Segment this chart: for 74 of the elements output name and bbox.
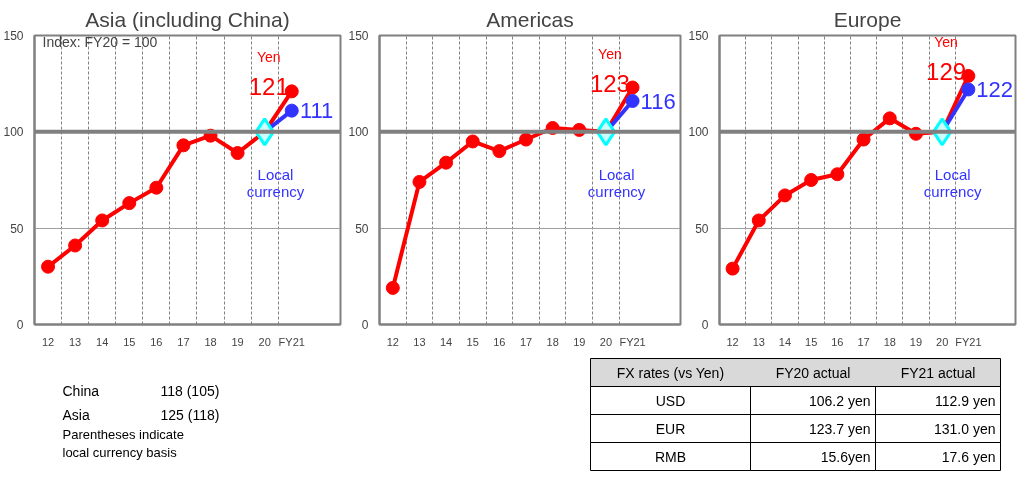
x-tick-label: 15 [805, 335, 818, 348]
series-label: Yen [598, 45, 622, 62]
series-label: Yen [934, 33, 958, 50]
data-label: 116 [640, 88, 676, 114]
data-label: 111 [299, 98, 334, 124]
y-tick-label: 0 [361, 318, 369, 332]
x-tick-label: FY21 [619, 335, 646, 348]
x-tick-label: 18 [204, 335, 217, 348]
text: 131.0 yen [934, 420, 996, 437]
x-tick-label: 12 [726, 335, 739, 348]
text: FX rates (vs Yen) [616, 364, 725, 381]
text: 15.6yen [820, 448, 871, 465]
x-tick-label: 14 [778, 335, 792, 348]
text: Local currency [923, 165, 982, 200]
text: 118 (105) [160, 382, 220, 399]
category-label: RMB [654, 448, 687, 465]
x-tick-label: 16 [831, 335, 844, 348]
chart-title: Asia (including China) [85, 7, 290, 31]
category-label: FY21 actual [900, 364, 976, 381]
x-tick-label: 15 [466, 335, 479, 348]
y-tick-label: 0 [16, 318, 24, 332]
y-tick-label: 150 [3, 29, 24, 43]
x-tick-label: 17 [519, 335, 533, 348]
x-tick-label: 17 [857, 335, 870, 348]
text: Asia [62, 406, 90, 423]
x-tick-label: 20 [936, 335, 949, 348]
x-tick-label: 12 [386, 335, 399, 348]
y-tick-label: 0 [701, 318, 709, 332]
x-tick-label: 19 [573, 335, 586, 348]
x-tick-label: 14 [96, 335, 109, 348]
y-tick-label: 100 [688, 125, 709, 140]
chart-title: Europe [833, 7, 902, 31]
x-tick-label: 19 [909, 335, 923, 348]
text: 125 (118) [160, 406, 220, 423]
data-label: 121 [248, 73, 289, 101]
y-tick-label: 150 [348, 29, 369, 43]
x-tick-label: 20 [599, 335, 613, 348]
text: 123.7 yen [809, 420, 871, 437]
x-tick-label: 15 [123, 335, 136, 348]
x-tick-label: 18 [883, 335, 896, 348]
series-label: Yen [256, 49, 281, 66]
annotation: Index: FY20 = 100 [42, 33, 158, 50]
y-tick-label: 150 [688, 29, 709, 43]
x-tick-label: 17 [177, 335, 190, 348]
x-tick-label: 16 [150, 335, 163, 348]
chart-title: Americas [486, 7, 574, 31]
text: China [62, 382, 100, 399]
category-label: FY20 actual [775, 364, 851, 381]
x-tick-label: 20 [258, 335, 271, 348]
text: 106.2 yen [809, 392, 871, 409]
x-tick-label: FY21 [278, 335, 305, 348]
data-label: 122 [976, 76, 1013, 102]
category-label: EUR [655, 420, 686, 437]
x-tick-label: 16 [493, 335, 506, 348]
text: Local currency [587, 165, 646, 200]
x-tick-label: 13 [413, 335, 426, 348]
x-tick-label: FY21 [955, 335, 982, 348]
data-label: 123 [589, 69, 630, 97]
text: 112.9 yen [935, 392, 996, 409]
text: Parentheses indicate local currency basis [62, 427, 184, 460]
y-tick-label: 100 [3, 125, 24, 140]
text: Local currency [246, 166, 305, 201]
x-tick-label: 12 [41, 335, 55, 348]
x-tick-label: 14 [439, 335, 453, 348]
category-label: USD [655, 392, 686, 409]
y-tick-label: 50 [355, 221, 369, 236]
y-tick-label: 100 [348, 125, 369, 140]
y-tick-label: 50 [695, 221, 709, 236]
x-tick-label: 13 [69, 335, 82, 348]
x-tick-label: 19 [231, 335, 244, 348]
x-tick-label: 18 [546, 335, 559, 348]
x-tick-label: 13 [752, 335, 765, 348]
y-tick-label: 50 [10, 221, 24, 236]
text: 17.6 yen [941, 448, 996, 465]
